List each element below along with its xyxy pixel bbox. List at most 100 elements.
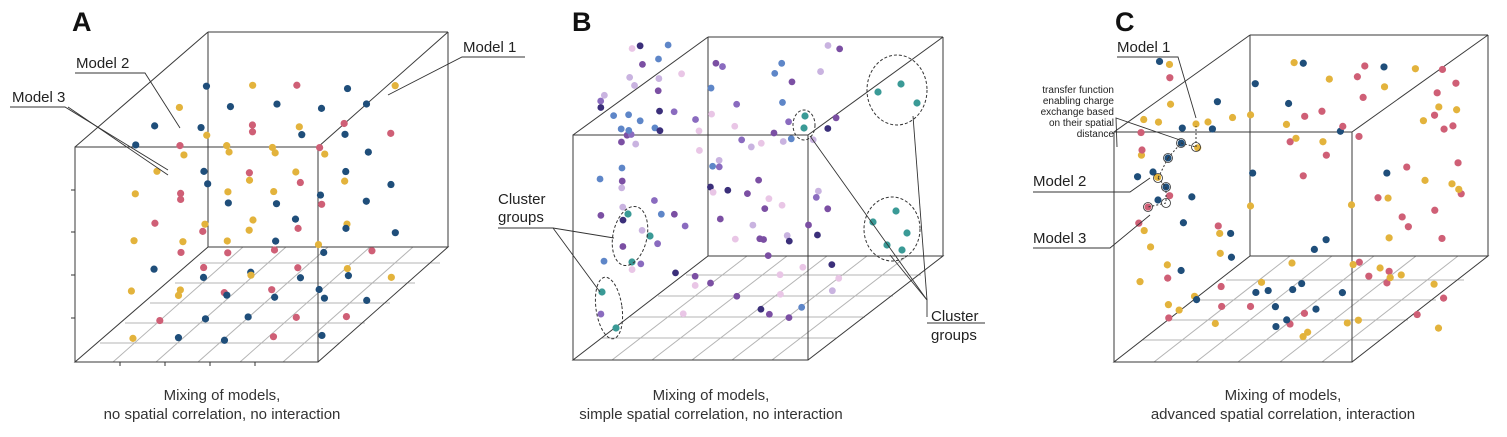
cluster-point bbox=[814, 231, 821, 239]
cluster-point bbox=[597, 310, 605, 318]
panel-c-caption-line1: Mixing of models, bbox=[1225, 387, 1342, 404]
cluster-point bbox=[799, 263, 807, 271]
cluster-point bbox=[619, 216, 627, 224]
panel-b-cube bbox=[571, 36, 945, 361]
model-point bbox=[296, 274, 305, 282]
cluster-point bbox=[817, 68, 824, 75]
cluster-point bbox=[709, 162, 717, 170]
model-point bbox=[1386, 274, 1394, 282]
panel-c-cube bbox=[1112, 34, 1490, 363]
model-point bbox=[151, 122, 159, 130]
model-point bbox=[1135, 219, 1143, 227]
panel-c-letter: C bbox=[1115, 7, 1135, 37]
model-point bbox=[1384, 194, 1392, 202]
cluster-point bbox=[636, 117, 644, 125]
cluster-point bbox=[637, 260, 645, 268]
cluster-point bbox=[785, 237, 793, 245]
model-point bbox=[223, 142, 231, 150]
cluster-point bbox=[778, 59, 786, 67]
cluster-point bbox=[805, 221, 812, 229]
model-point bbox=[1301, 112, 1309, 120]
model-point bbox=[1178, 124, 1186, 132]
model-point bbox=[151, 219, 159, 227]
model-point bbox=[1204, 118, 1212, 126]
cluster-point bbox=[596, 175, 604, 183]
model-point bbox=[1376, 264, 1384, 272]
model-point bbox=[224, 249, 232, 257]
model-point bbox=[1149, 168, 1157, 176]
model-point bbox=[1440, 125, 1448, 133]
cluster-point bbox=[695, 127, 703, 135]
model-point bbox=[127, 287, 136, 295]
model-point bbox=[1322, 151, 1330, 159]
model-point bbox=[1246, 202, 1255, 210]
model-point bbox=[1208, 125, 1217, 133]
model-point bbox=[1438, 65, 1447, 74]
panel-b-caption-line1: Mixing of models, bbox=[653, 387, 770, 404]
cluster-point bbox=[764, 252, 772, 259]
cluster-point bbox=[651, 124, 659, 132]
model-point bbox=[203, 131, 211, 139]
model-point bbox=[249, 81, 257, 89]
model-point bbox=[1411, 65, 1419, 73]
cluster-point bbox=[628, 266, 636, 273]
model-point bbox=[1404, 223, 1412, 231]
model-point bbox=[387, 129, 395, 137]
model-point bbox=[1419, 117, 1428, 125]
model-point bbox=[1421, 176, 1429, 184]
model-point bbox=[1398, 213, 1406, 221]
model-point bbox=[202, 82, 211, 90]
cluster-point bbox=[612, 324, 620, 332]
model-point bbox=[129, 334, 137, 342]
panel-a-floor bbox=[73, 246, 450, 363]
model-point bbox=[314, 240, 323, 249]
cluster-point bbox=[619, 243, 627, 250]
cluster-point bbox=[757, 139, 765, 147]
model-point bbox=[1290, 59, 1298, 67]
panel-c-top-right-edge bbox=[1351, 34, 1489, 133]
cluster-point bbox=[824, 125, 832, 132]
cluster-point bbox=[913, 99, 921, 107]
model-point bbox=[153, 167, 161, 175]
model-point bbox=[1227, 229, 1235, 238]
model-point bbox=[1449, 122, 1457, 130]
model-point bbox=[1133, 173, 1142, 181]
model-point bbox=[1246, 302, 1255, 311]
cluster-outline bbox=[866, 54, 928, 126]
model-point bbox=[225, 148, 233, 156]
cluster-point bbox=[776, 271, 784, 279]
model-point bbox=[1216, 229, 1224, 238]
cluster-point bbox=[597, 97, 605, 105]
model-point bbox=[199, 273, 208, 282]
model-point bbox=[1349, 260, 1357, 269]
model-point bbox=[1300, 309, 1309, 317]
model-point bbox=[1154, 196, 1162, 204]
panel-a-front-face bbox=[74, 146, 319, 363]
panel-c-interaction-links bbox=[1143, 126, 1201, 212]
panel-b-leaders bbox=[498, 115, 985, 324]
model-point bbox=[1154, 118, 1163, 126]
panel-a-cube bbox=[71, 31, 450, 366]
model-point bbox=[1380, 83, 1389, 91]
model-point bbox=[1339, 122, 1347, 130]
cluster-point bbox=[712, 59, 720, 67]
model-point bbox=[1365, 272, 1373, 280]
model-point bbox=[268, 286, 276, 294]
model-point bbox=[1438, 234, 1446, 243]
cluster-point bbox=[707, 183, 714, 191]
cluster-point bbox=[756, 235, 764, 243]
model-point bbox=[245, 169, 253, 177]
model-point bbox=[1413, 310, 1421, 319]
panel-a-top-right-edge bbox=[317, 31, 449, 148]
model-point bbox=[1455, 185, 1463, 193]
cluster-point bbox=[874, 88, 882, 96]
model-point bbox=[292, 168, 300, 176]
model-point bbox=[1140, 226, 1148, 235]
model-point bbox=[177, 189, 185, 198]
cluster-point bbox=[828, 261, 836, 269]
panel-c-model2-label: Model 2 bbox=[1033, 173, 1086, 190]
cluster-point bbox=[624, 210, 632, 218]
model-point bbox=[1249, 169, 1257, 177]
model-point bbox=[1383, 279, 1391, 287]
model-point bbox=[1385, 267, 1393, 275]
